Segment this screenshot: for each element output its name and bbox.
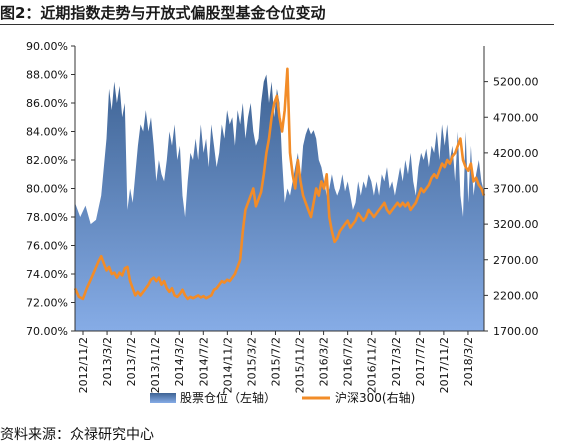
legend-label-area: 股票仓位（左轴） xyxy=(180,390,276,405)
right-tick-label: 2700.00 xyxy=(493,254,539,267)
legend-label-line: 沪深300(右轴) xyxy=(335,390,415,405)
x-tick-label: 2015/11/2 xyxy=(294,337,307,393)
left-tick-label: 90.00% xyxy=(26,40,68,53)
x-tick-label: 2016/11/2 xyxy=(366,337,379,393)
chart-area: 70.00% 72.00% 74.00% 76.00% 78.00% 80.00% 82.0… xyxy=(26,40,539,405)
x-tick-label: 2013/3/2 xyxy=(101,337,114,386)
left-tick-label: 82.00% xyxy=(26,154,68,167)
x-tick-label: 2013/11/2 xyxy=(149,337,162,393)
right-tick-label: 3700.00 xyxy=(493,183,539,196)
source-note: 资料来源：众禄研究中心 xyxy=(0,427,154,443)
x-tick-label: 2016/3/2 xyxy=(318,337,331,386)
title-rule xyxy=(0,24,554,25)
x-tick-label: 2014/7/2 xyxy=(197,337,210,386)
right-tick-label: 4700.00 xyxy=(493,111,539,124)
series-area-position xyxy=(75,74,484,331)
right-tick-label: 1700.00 xyxy=(493,325,539,338)
left-tick-label: 72.00% xyxy=(26,297,68,310)
left-tick-label: 76.00% xyxy=(26,240,68,253)
x-tick-label: 2014/11/2 xyxy=(221,337,234,393)
right-tick-label: 2200.00 xyxy=(493,289,539,302)
x-tick-label: 2017/3/2 xyxy=(390,337,403,386)
legend-swatch-area xyxy=(150,393,176,403)
left-tick-label: 78.00% xyxy=(26,211,68,224)
x-tick-label: 2015/3/2 xyxy=(245,337,258,386)
x-tick-label: 2013/7/2 xyxy=(125,337,138,386)
right-tick-label: 4200.00 xyxy=(493,147,539,160)
left-tick-label: 86.00% xyxy=(26,97,68,110)
left-tick-label: 80.00% xyxy=(26,183,68,196)
chart-title: 图2：近期指数走势与开放式偏股型基金仓位变动 xyxy=(0,4,326,22)
left-tick-label: 70.00% xyxy=(26,325,68,338)
left-tick-label: 84.00% xyxy=(26,126,68,139)
x-tick-label: 2014/3/2 xyxy=(173,337,186,386)
right-tick-label: 5200.00 xyxy=(493,76,539,89)
left-tick-label: 88.00% xyxy=(26,69,68,82)
x-tick-label: 2016/7/2 xyxy=(342,337,355,386)
x-tick-label: 2017/7/2 xyxy=(414,337,427,386)
x-tick-label: 2015/7/2 xyxy=(269,337,282,386)
right-tick-label: 3200.00 xyxy=(493,218,539,231)
x-tick-label: 2012/11/2 xyxy=(77,337,90,393)
x-tick-label: 2017/11/2 xyxy=(438,337,451,393)
series-line-hs300 xyxy=(73,67,486,301)
left-tick-label: 74.00% xyxy=(26,268,68,281)
x-tick-label: 2018/3/2 xyxy=(462,337,475,386)
